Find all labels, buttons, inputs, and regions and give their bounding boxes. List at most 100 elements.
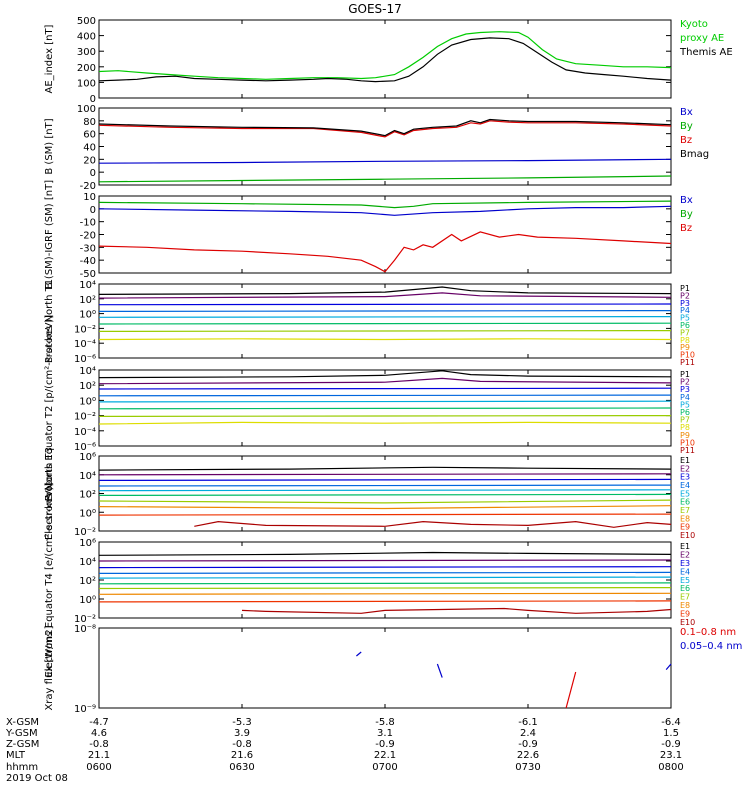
ytick-label: 10⁻² xyxy=(74,324,96,335)
legend-label-p1: P7 xyxy=(680,328,690,337)
series-line-bsm-Bx xyxy=(98,158,672,164)
legend-label-xray: 0.1–0.8 nm xyxy=(680,627,736,638)
legend-label-e4: E4 xyxy=(680,567,690,576)
legend-label-e3: E5 xyxy=(680,489,690,498)
legend-label-e4: E9 xyxy=(680,610,690,619)
ytick-label: 10⁻⁴ xyxy=(74,427,96,438)
legend-label-e3: E7 xyxy=(680,506,690,515)
panel-frame-ae xyxy=(98,19,672,99)
series-line-p2-P1 xyxy=(98,370,672,379)
series-line-e4-E1 xyxy=(98,551,672,556)
ytick-label: 10² xyxy=(79,381,96,392)
ytick-label: 10 xyxy=(83,192,96,203)
ytick-label: 0 xyxy=(90,168,96,179)
series-line-bsm-By xyxy=(98,175,672,183)
panel-frame-e3 xyxy=(98,455,672,532)
series-line-e4-E3 xyxy=(98,566,672,569)
legend-label-p2: P9 xyxy=(680,431,690,440)
legend-label-p1: P1 xyxy=(680,284,690,293)
series-line-e3-E2 xyxy=(98,473,672,476)
ytick-label: -20 xyxy=(80,231,96,242)
ytick-label: 200 xyxy=(77,63,96,74)
axis-label-ae: AE_index [nT] xyxy=(44,24,55,93)
legend-label-dbsm: By xyxy=(680,209,693,220)
xaxis-row-label: MLT xyxy=(6,750,26,761)
series-line-p2-P2 xyxy=(98,377,672,385)
series-line-p2-P5 xyxy=(98,400,672,403)
series-line-e4-E10 xyxy=(241,607,672,614)
series-line-p2-P4 xyxy=(98,394,672,397)
ytick-label: -10 xyxy=(80,218,96,229)
legend-label-p1: P6 xyxy=(680,321,690,330)
series-line-xray-0-05-0-4-nm-seg-3 xyxy=(665,663,672,670)
series-line-e4-E4 xyxy=(98,571,672,574)
ytick-label: 60 xyxy=(83,130,96,141)
series-line-p1-P7 xyxy=(98,330,672,332)
xaxis-tick-value: 0630 xyxy=(229,762,254,773)
legend-label-p1: P11 xyxy=(680,358,695,367)
xaxis-tick-value: -0.8 xyxy=(89,739,109,750)
series-line-e4-E8 xyxy=(98,592,672,595)
xaxis-tick-value: -5.8 xyxy=(375,717,395,728)
legend-label-p1: P8 xyxy=(680,336,690,345)
ytick-label: 10⁻² xyxy=(74,614,96,625)
xaxis-row-label: X-GSM xyxy=(6,717,39,728)
series-line-dbsm-Bz xyxy=(98,231,672,273)
series-line-e3-E4 xyxy=(98,484,672,487)
legend-label-e4: E2 xyxy=(680,550,690,559)
legend-label-e3: E9 xyxy=(680,523,690,532)
series-line-p1-P8 xyxy=(98,338,672,341)
legend-label-p1: P5 xyxy=(680,314,690,323)
xaxis-tick-value: 0700 xyxy=(372,762,397,773)
panel-frame-xray xyxy=(98,627,672,709)
legend-label-ae: proxy AE xyxy=(680,33,724,44)
ytick-label: 40 xyxy=(83,143,96,154)
series-line-ae-Themis-AE xyxy=(98,37,672,83)
legend-label-e3: E6 xyxy=(680,498,690,507)
legend-label-e3: E3 xyxy=(680,473,690,482)
legend-label-bsm: Bx xyxy=(680,107,693,118)
ytick-label: -30 xyxy=(80,243,96,254)
ytick-label: 0 xyxy=(90,94,96,105)
series-line-e3-E10 xyxy=(194,520,672,528)
legend-label-p2: P7 xyxy=(680,416,690,425)
series-line-xray-0-05-0-4-nm-seg-2 xyxy=(436,663,443,678)
ytick-label: 10⁶ xyxy=(79,452,96,463)
ytick-label: 400 xyxy=(77,32,96,43)
axis-label-p1: Protons North T1 xyxy=(44,279,55,363)
series-line-ae-Kyoto-proxy-AE xyxy=(98,31,672,80)
series-line-e3-E3 xyxy=(98,478,672,481)
xaxis-tick-value: -5.3 xyxy=(232,717,252,728)
legend-label-e4: E6 xyxy=(680,584,690,593)
series-line-dbsm-By xyxy=(98,200,672,209)
ytick-label: 10⁻⁶ xyxy=(74,354,96,365)
xaxis-row-label: Z-GSM xyxy=(6,739,39,750)
legend-label-ae: Kyoto xyxy=(680,19,708,30)
xaxis-tick-value: 0730 xyxy=(515,762,540,773)
series-line-e4-E2 xyxy=(98,559,672,562)
ytick-label: 10² xyxy=(79,295,96,306)
ytick-label: 100 xyxy=(77,78,96,89)
series-line-dbsm-Bx xyxy=(98,205,672,216)
legend-label-e3: E1 xyxy=(680,456,690,465)
xaxis-tick-value: -4.7 xyxy=(89,717,109,728)
series-line-e3-E9 xyxy=(98,513,672,516)
ytick-label: 10⁰ xyxy=(79,508,96,519)
ytick-label: -40 xyxy=(80,256,96,267)
legend-label-p2: P8 xyxy=(680,423,690,432)
legend-label-p2: P11 xyxy=(680,446,695,455)
series-line-p1-P3 xyxy=(98,303,672,306)
legend-label-bsm: Bz xyxy=(680,135,692,146)
legend-label-p1: P3 xyxy=(680,299,690,308)
legend-label-p2: P3 xyxy=(680,385,690,394)
ytick-label: 10² xyxy=(79,576,96,587)
series-line-e4-E6 xyxy=(98,582,672,585)
ytick-label: 10⁰ xyxy=(79,396,96,407)
xaxis-row-label: 2019 Oct 08 xyxy=(6,773,68,784)
ytick-label: 80 xyxy=(83,117,96,128)
ytick-label: 0 xyxy=(90,205,96,216)
xaxis-tick-value: 1.5 xyxy=(663,728,679,739)
xaxis-tick-value: 21.1 xyxy=(88,750,110,761)
xaxis-tick-value: 3.1 xyxy=(377,728,393,739)
ytick-label: 10⁰ xyxy=(79,310,96,321)
